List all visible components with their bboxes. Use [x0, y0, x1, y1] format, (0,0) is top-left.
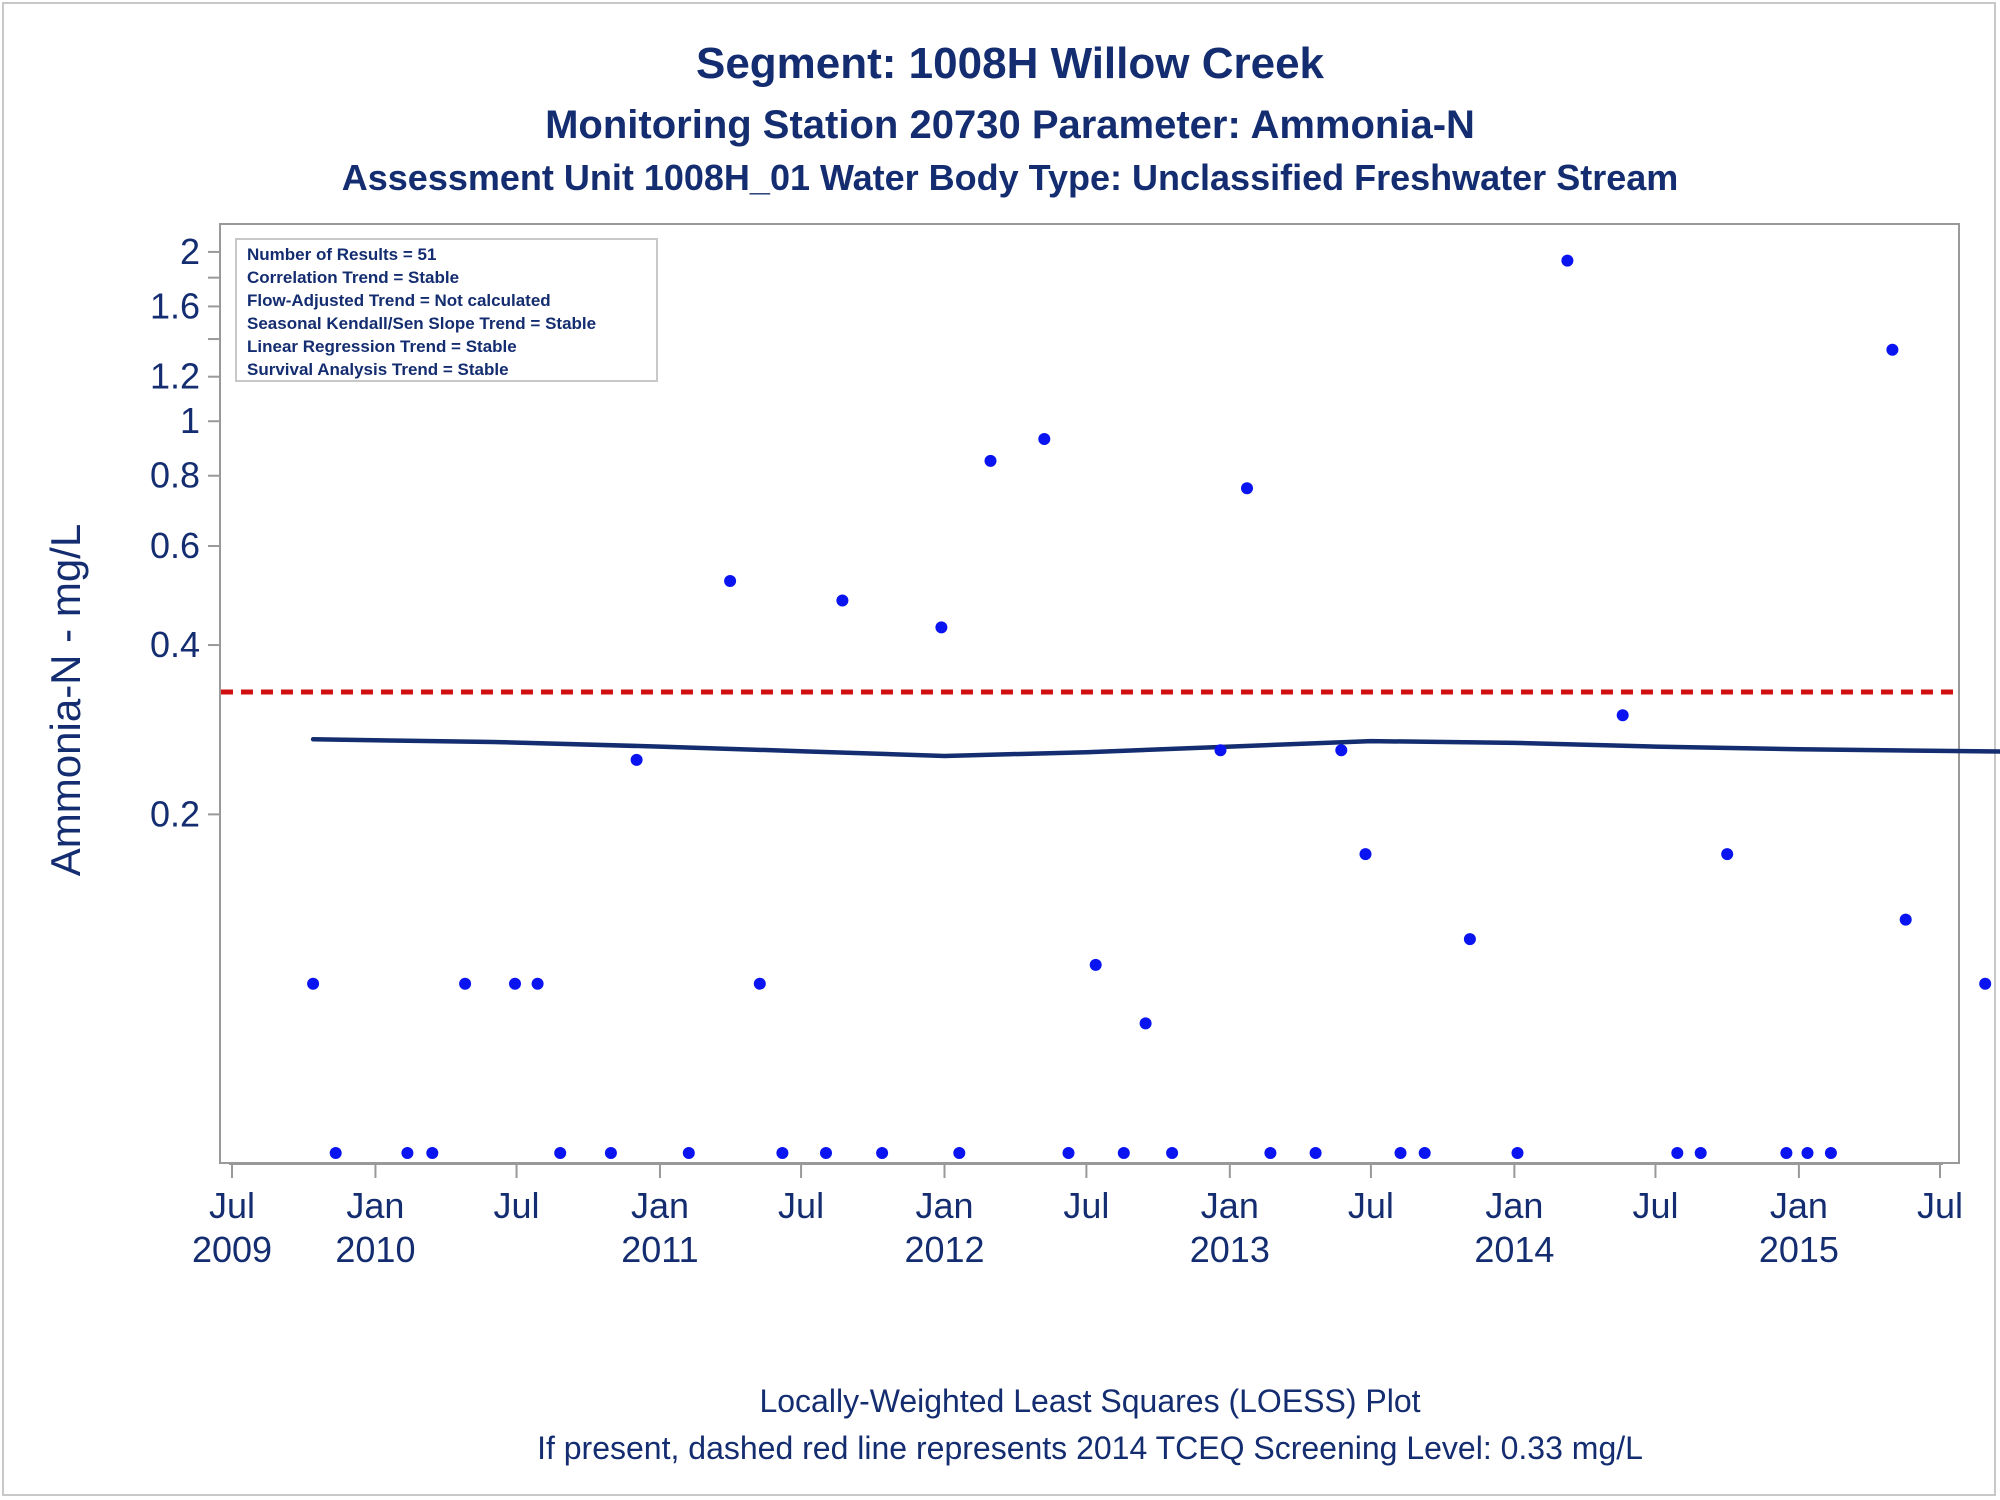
data-point [1511, 1147, 1524, 1159]
x-tick-label-month: Jul [1063, 1185, 1109, 1226]
data-point [1671, 1147, 1684, 1159]
y-tick-label: 1.2 [150, 356, 200, 397]
x-tick-label-month: Jan [346, 1185, 404, 1226]
data-point [1899, 913, 1912, 926]
data-point [1721, 848, 1734, 861]
stats-line: Correlation Trend = Stable [247, 268, 459, 287]
data-point [724, 575, 737, 587]
data-point [935, 621, 948, 634]
data-point [1694, 1147, 1707, 1159]
footnote-1: Locally-Weighted Least Squares (LOESS) P… [759, 1383, 1420, 1419]
x-tick-label-year: 2014 [1474, 1229, 1554, 1270]
data-point [1801, 1147, 1814, 1159]
data-point [1418, 1147, 1431, 1159]
y-tick-label: 0.6 [150, 525, 200, 566]
data-point [329, 1147, 342, 1159]
y-tick-label: 0.8 [150, 455, 200, 496]
data-point [1359, 848, 1372, 861]
x-tick-label-month: Jan [1201, 1185, 1259, 1226]
data-point [1062, 1147, 1075, 1159]
x-tick-label-month: Jan [1485, 1185, 1543, 1226]
x-tick-label-year: 2015 [1759, 1229, 1839, 1270]
data-point [1394, 1147, 1407, 1159]
stats-line: Number of Results = 51 [247, 245, 436, 264]
stats-line: Flow-Adjusted Trend = Not calculated [247, 291, 551, 310]
data-point [1309, 1147, 1322, 1159]
data-points [307, 252, 1992, 1159]
stats-line: Survival Analysis Trend = Stable [247, 360, 509, 379]
x-tick-label-month: Jul [1632, 1185, 1678, 1226]
data-point [1979, 977, 1992, 990]
data-point [876, 1147, 889, 1159]
x-tick-label-month: Jul [494, 1185, 540, 1226]
x-tick-label-year: 2010 [335, 1229, 415, 1270]
data-point [1264, 1147, 1277, 1159]
x-tick-label-month: Jan [915, 1185, 973, 1226]
data-point [1886, 343, 1899, 356]
y-tick-label: 0.4 [150, 624, 200, 665]
data-point [554, 1147, 567, 1159]
x-tick-label-year: 2013 [1190, 1229, 1270, 1270]
data-point [1117, 1147, 1130, 1159]
x-tick-label-month: Jul [1917, 1185, 1963, 1226]
y-tick-label: 1 [180, 400, 200, 441]
data-point [953, 1147, 966, 1159]
data-point [836, 594, 849, 607]
data-point [776, 1147, 789, 1159]
data-point [1780, 1147, 1793, 1159]
data-point [682, 1147, 695, 1159]
chart-subtitle-2: Assessment Unit 1008H_01 Water Body Type… [342, 157, 1679, 198]
data-point [307, 977, 320, 990]
x-tick-label-year: 2009 [192, 1229, 272, 1270]
data-point [630, 753, 643, 766]
data-point [753, 977, 766, 990]
y-tick-label: 1.6 [150, 285, 200, 326]
x-tick-label-month: Jan [1770, 1185, 1828, 1226]
loess-curve [310, 737, 2000, 759]
x-tick-label-month: Jul [1348, 1185, 1394, 1226]
data-point [1038, 433, 1051, 445]
data-point [1616, 709, 1629, 722]
y-tick-label: 2 [180, 231, 200, 272]
data-point [1089, 958, 1102, 971]
data-point [1139, 1017, 1152, 1030]
x-tick-label-year: 2011 [621, 1229, 698, 1270]
data-point [1463, 933, 1476, 946]
x-tick-label-year: 2012 [904, 1229, 984, 1270]
data-point [401, 1147, 414, 1159]
data-point [509, 977, 521, 990]
y-axis: 2 1.6 1.21 0.8 0.6 0.4 0.2 [150, 231, 220, 834]
stats-line: Linear Regression Trend = Stable [247, 337, 517, 356]
loess-layer [310, 737, 2000, 759]
data-point [531, 977, 544, 990]
data-point [426, 1147, 439, 1159]
data-point [1241, 482, 1253, 495]
footnote-2: If present, dashed red line represents 2… [537, 1430, 1643, 1466]
y-axis-label: Ammonia-N - mg/L [42, 524, 89, 876]
stats-line: Seasonal Kendall/Sen Slope Trend = Stabl… [247, 314, 596, 333]
x-tick-label-month: Jul [778, 1185, 824, 1226]
data-point [1561, 254, 1574, 267]
data-point [1166, 1147, 1179, 1159]
data-point [459, 977, 472, 990]
data-point [1214, 744, 1227, 757]
x-tick-label-month: Jan [631, 1185, 689, 1226]
data-point [820, 1147, 832, 1159]
data-point [984, 454, 997, 467]
stats-box-text: Number of Results = 51 Correlation Trend … [247, 245, 596, 379]
data-point [604, 1147, 617, 1159]
data-point [1335, 744, 1348, 757]
chart-title: Segment: 1008H Willow Creek [696, 39, 1325, 88]
data-point [1824, 1147, 1837, 1159]
chart-subtitle: Monitoring Station 20730 Parameter: Ammo… [545, 103, 1475, 147]
stats-box [235, 238, 658, 382]
y-tick-label: 0.2 [150, 793, 200, 834]
x-tick-label-month: Jul [209, 1185, 255, 1226]
